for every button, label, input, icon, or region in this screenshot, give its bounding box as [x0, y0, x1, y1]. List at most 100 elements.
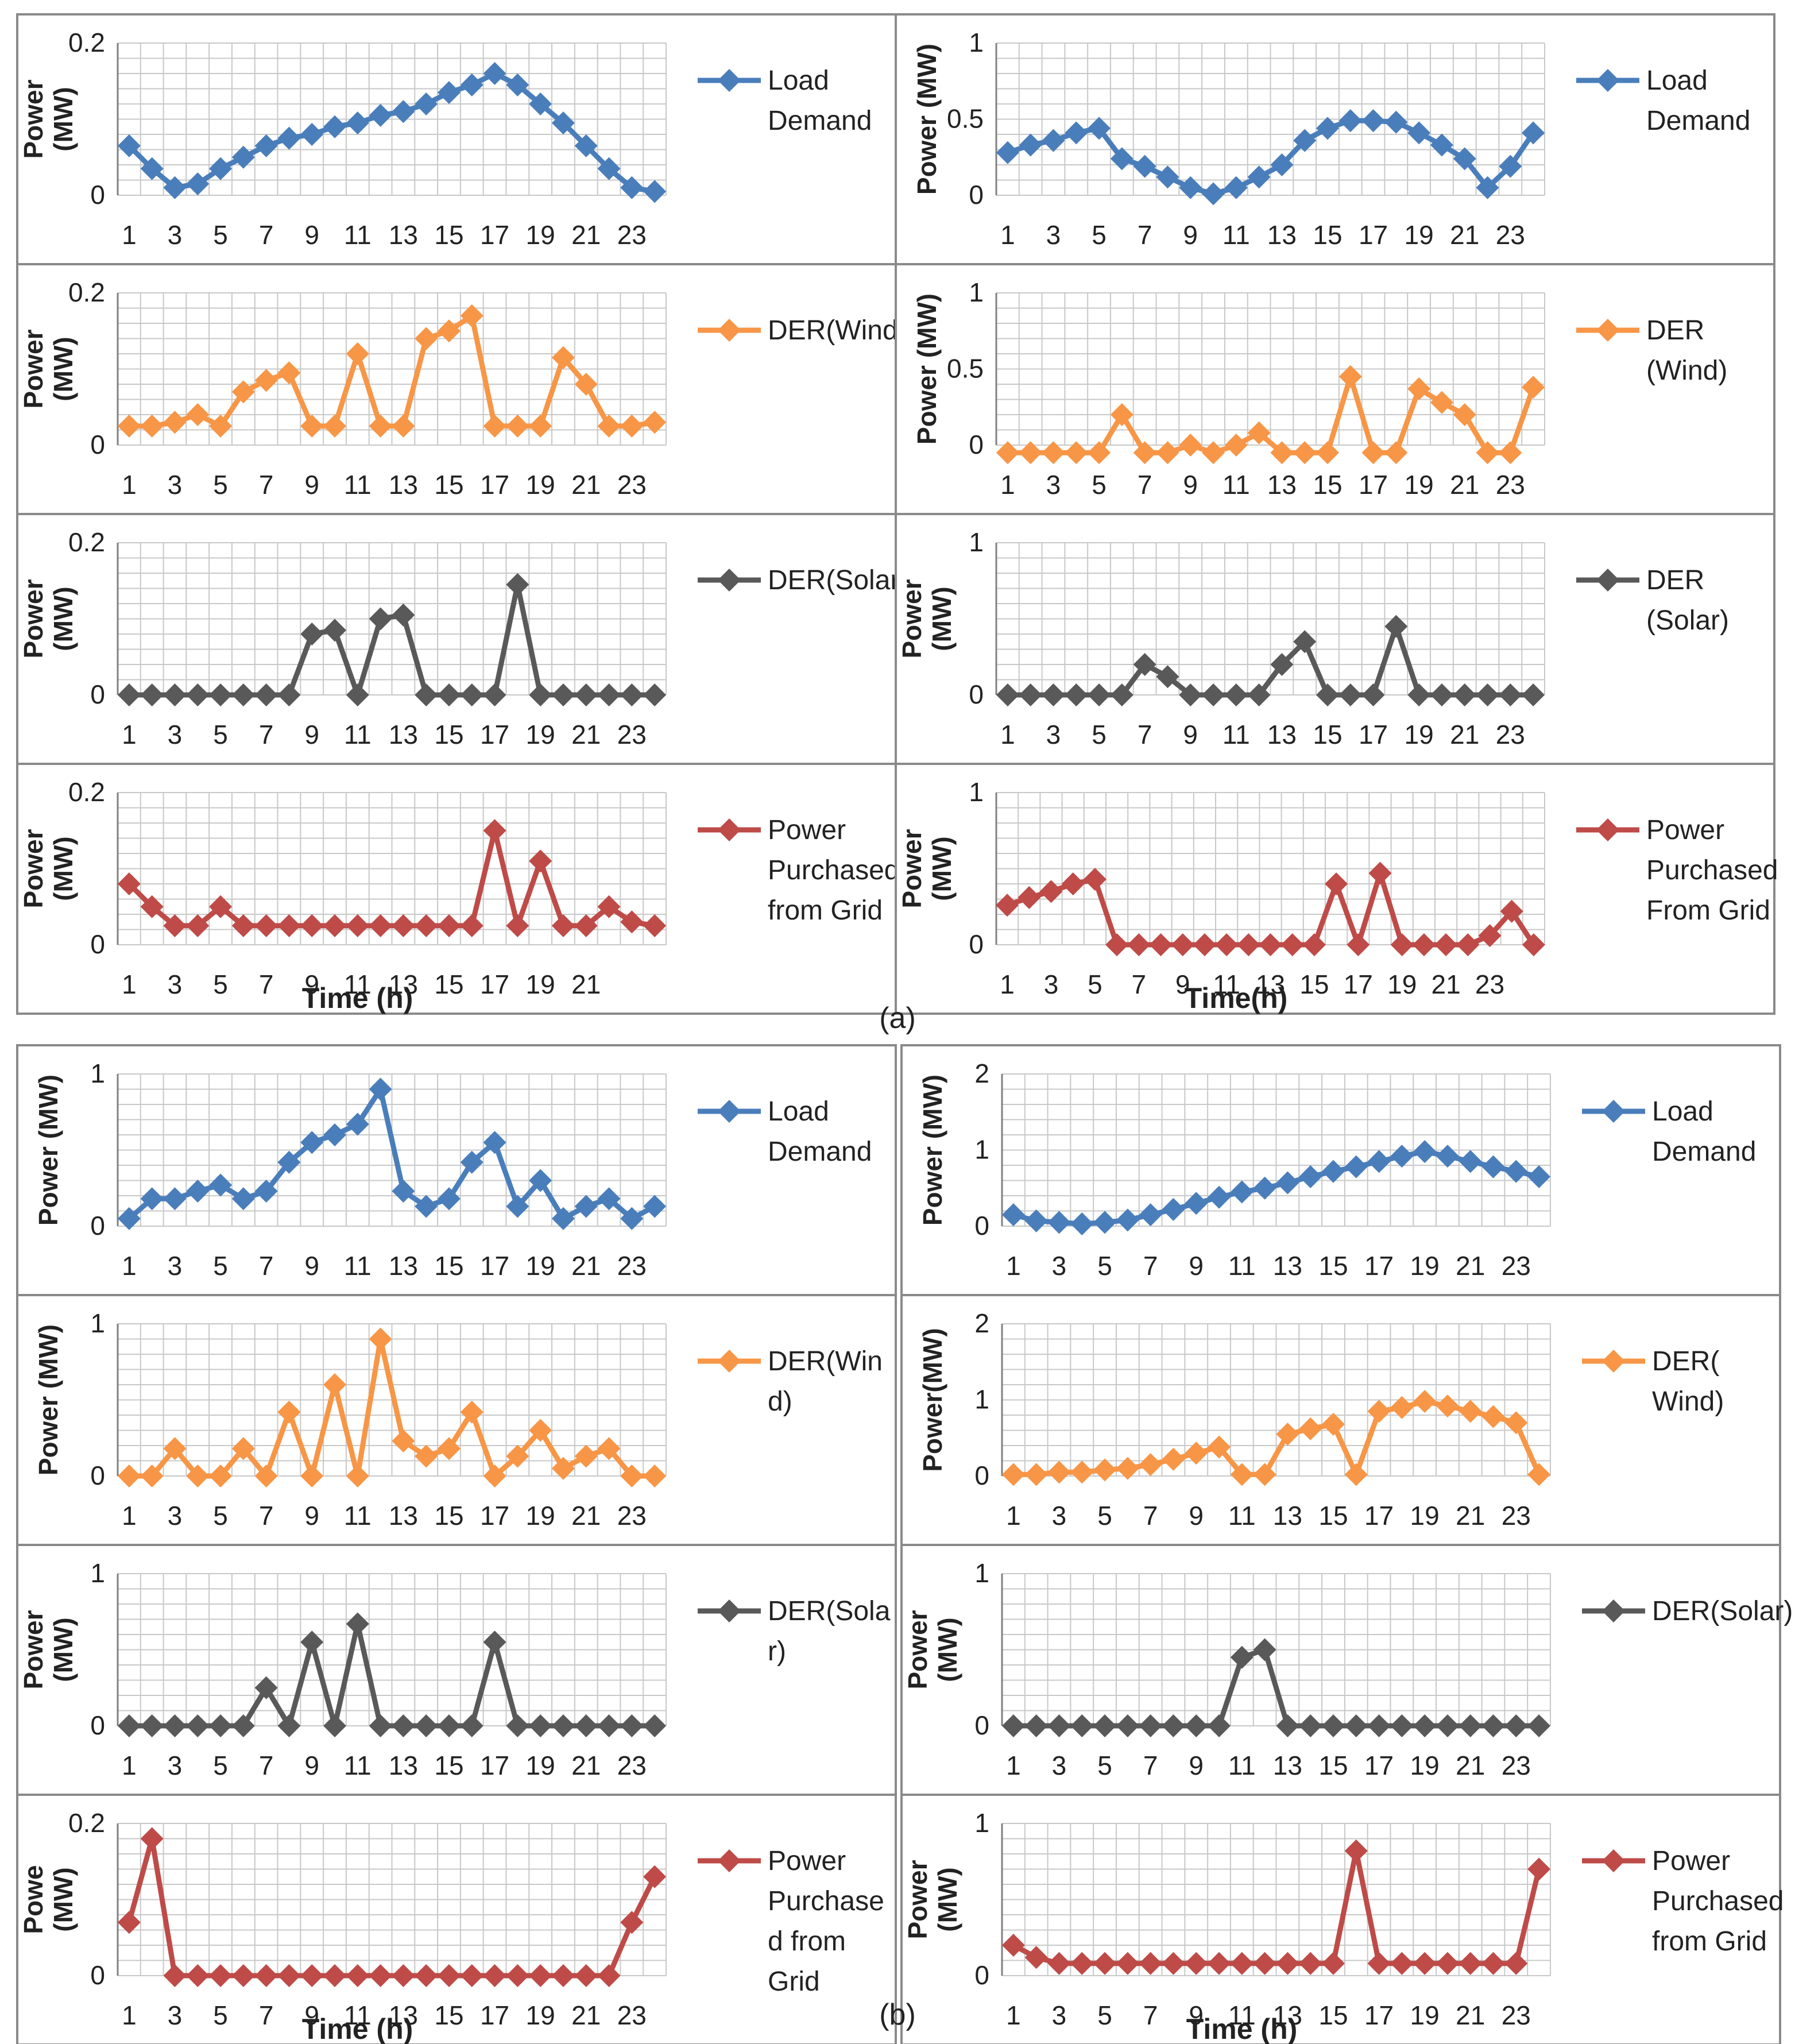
data-point	[346, 342, 369, 365]
legend-label: Demand	[768, 1137, 872, 1167]
data-point	[231, 1964, 255, 1987]
data-point	[1344, 1463, 1368, 1486]
legend-label: DER(Win	[768, 1346, 883, 1377]
y-axis-label: (MW)	[48, 1867, 78, 1931]
y-axis-label: Power	[18, 829, 48, 908]
data-point	[1065, 683, 1088, 706]
data-point	[1171, 933, 1194, 956]
y-tick-label: 0	[90, 929, 105, 959]
x-tick-label: 13	[389, 969, 418, 999]
data-point	[1156, 165, 1179, 189]
data-point	[231, 914, 255, 937]
x-tick-label: 23	[617, 220, 647, 250]
data-point	[460, 1964, 483, 1987]
panel-label-b: (b)	[879, 1998, 916, 2031]
x-tick-label: 5	[1092, 720, 1107, 749]
legend-marker	[1602, 1100, 1625, 1123]
data-point	[1338, 683, 1362, 706]
y-tick-label: 0	[974, 1460, 989, 1490]
x-tick-label: 21	[571, 720, 601, 749]
data-point	[1478, 924, 1502, 948]
data-point	[437, 81, 461, 105]
x-tick-label: 11	[1228, 1501, 1256, 1531]
x-tick-label: 21	[1456, 1501, 1485, 1531]
y-tick-label: 0.2	[68, 277, 105, 307]
data-point	[437, 1187, 461, 1211]
legend-marker	[718, 1350, 741, 1373]
data-point	[1504, 1411, 1528, 1435]
data-point	[277, 683, 301, 706]
x-tick-label: 7	[1132, 969, 1147, 999]
x-tick-label: 1	[122, 220, 137, 250]
data-point	[1390, 1714, 1414, 1737]
data-point	[1436, 1394, 1459, 1418]
data-point	[1293, 441, 1317, 465]
data-point	[1281, 933, 1304, 956]
data-point	[163, 176, 187, 199]
x-tick-label: 13	[389, 220, 418, 250]
legend-marker	[1596, 818, 1619, 841]
x-tick-label: 23	[1496, 220, 1525, 250]
data-point	[346, 914, 369, 937]
data-point	[1259, 933, 1282, 956]
x-tick-label: 9	[1183, 720, 1198, 749]
x-tick-label: 9	[304, 1751, 319, 1780]
data-point	[1407, 683, 1431, 706]
data-point	[1162, 1714, 1185, 1737]
legend-label: Load	[768, 1096, 829, 1127]
x-tick-label: 17	[480, 969, 509, 999]
x-tick-label: 23	[617, 1751, 647, 1780]
data-point	[140, 1187, 164, 1211]
x-tick-label: 1	[1000, 470, 1015, 500]
data-point	[483, 683, 506, 706]
data-point	[1230, 1952, 1254, 1975]
data-point	[1302, 933, 1326, 956]
data-point	[1133, 441, 1156, 465]
x-tick-label: 5	[213, 1251, 228, 1281]
x-tick-label: 21	[571, 1501, 601, 1531]
data-point	[1039, 880, 1063, 903]
x-tick-label: 15	[434, 220, 463, 250]
data-point	[1321, 1952, 1345, 1975]
x-tick-label: 7	[1143, 1251, 1158, 1281]
x-tick-label: 1	[122, 1501, 137, 1531]
data-point	[1139, 1952, 1162, 1975]
data-point	[1390, 1145, 1414, 1168]
x-tick-label: 15	[434, 1251, 463, 1281]
data-point	[506, 1714, 529, 1737]
data-point	[300, 914, 324, 937]
data-point	[1001, 1714, 1025, 1737]
data-point	[300, 1964, 324, 1987]
x-tick-label: 11	[344, 969, 372, 999]
data-point	[1047, 1211, 1071, 1234]
x-tick-label: 19	[1410, 2000, 1440, 2030]
x-tick-label: 15	[1313, 220, 1342, 250]
data-point	[1299, 1952, 1322, 1975]
data-point	[506, 573, 529, 596]
x-tick-label: 17	[480, 720, 509, 749]
x-tick-label: 5	[1097, 1251, 1112, 1281]
data-point	[1139, 1203, 1162, 1227]
data-point	[186, 1180, 210, 1203]
x-tick-label: 5	[213, 2000, 228, 2030]
data-point	[620, 414, 644, 438]
data-point	[1276, 1171, 1299, 1195]
y-axis-label: Power	[897, 579, 927, 658]
data-point	[415, 327, 438, 350]
x-tick-label: 17	[480, 1251, 509, 1281]
x-tick-label: 15	[1313, 720, 1342, 749]
data-point	[369, 414, 392, 438]
data-point	[506, 914, 529, 937]
data-point	[1367, 1150, 1391, 1173]
data-point	[597, 414, 621, 438]
data-point	[1247, 421, 1271, 445]
data-point	[277, 126, 301, 150]
y-tick-label: 0	[969, 679, 984, 709]
x-tick-label: 19	[1405, 470, 1434, 500]
data-point	[643, 1865, 667, 1888]
data-point	[415, 1444, 438, 1468]
data-point	[643, 914, 667, 937]
x-tick-label: 21	[571, 220, 601, 250]
y-axis-label: Power (MW)	[912, 293, 942, 445]
